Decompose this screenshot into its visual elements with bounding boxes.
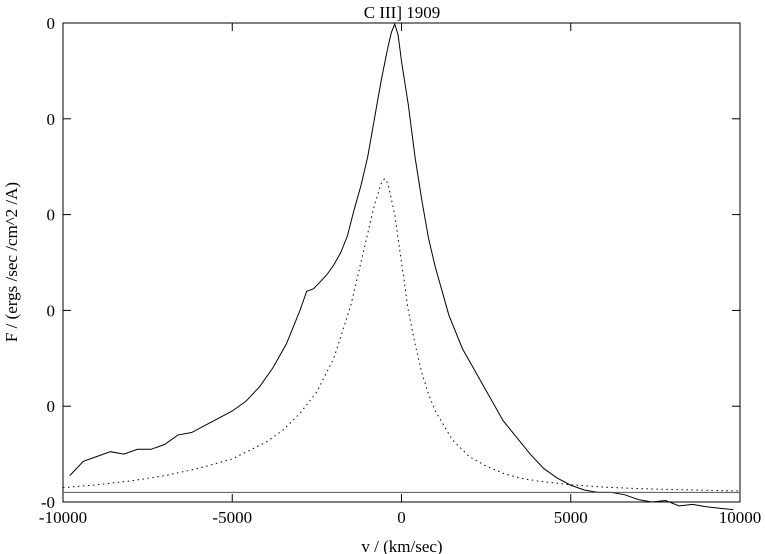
x-tick-label: 0 xyxy=(397,508,406,527)
y-tick-label: 0 xyxy=(47,110,56,129)
series-line-1 xyxy=(69,22,734,511)
x-tick-label: 10000 xyxy=(719,508,762,527)
x-tick-label: 5000 xyxy=(554,508,588,527)
plot-frame xyxy=(62,22,741,503)
y-axis: -0 0 0 0 0 0 xyxy=(41,14,740,512)
x-axis: -10000 -5000 0 5000 10000 xyxy=(39,23,761,527)
y-tick-label: 0 xyxy=(47,397,56,416)
y-axis-label: F / (ergs /sec /cm^2 /A) xyxy=(2,182,21,342)
x-tick-label: -10000 xyxy=(39,508,87,527)
x-tick-label: -5000 xyxy=(212,508,252,527)
series-line-2 xyxy=(62,177,741,492)
chart-title: C III] 1909 xyxy=(364,3,440,22)
y-tick-label: -0 xyxy=(41,493,55,512)
y-tick-label: 0 xyxy=(47,301,56,320)
y-tick-label: 0 xyxy=(47,14,56,33)
x-axis-label: v / (km/sec) xyxy=(361,537,442,554)
y-tick-label: 0 xyxy=(47,206,56,225)
series-group xyxy=(62,22,741,511)
